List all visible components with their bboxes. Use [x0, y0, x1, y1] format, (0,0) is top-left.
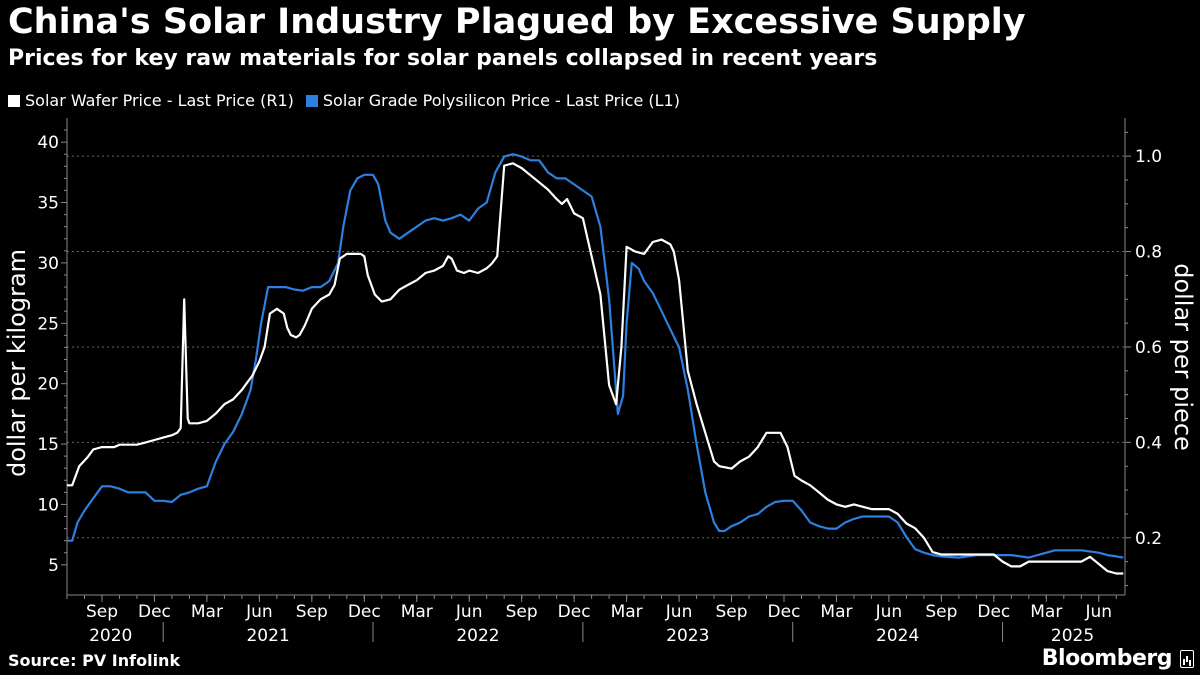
x-month-label: Mar: [401, 602, 433, 622]
right-tick-label: 0.2: [1135, 529, 1162, 549]
series-line-wafer: [67, 162, 1124, 575]
x-month-label: Dec: [558, 602, 591, 622]
left-tick-label: 40: [37, 133, 59, 153]
x-month-label: Jun: [665, 602, 693, 622]
source-note: Source: PV Infolink: [8, 651, 181, 670]
left-tick-label: 20: [37, 375, 59, 395]
chart-title: China's Solar Industry Plagued by Excess…: [8, 2, 1026, 42]
grid-layer: [67, 155, 1125, 539]
chart-subtitle: Prices for key raw materials for solar p…: [8, 46, 878, 71]
right-tick-label: 0.8: [1135, 243, 1162, 263]
x-month-label: Sep: [716, 602, 748, 622]
x-month-label: Mar: [820, 602, 852, 622]
legend-item-polysilicon: Solar Grade Polysilicon Price - Last Pri…: [305, 91, 680, 110]
x-year-label: 2021: [246, 626, 289, 646]
right-tick-label: 0.6: [1135, 338, 1162, 358]
left-tick-label: 15: [37, 435, 59, 455]
x-year-label: 2022: [456, 626, 499, 646]
x-month-label: Sep: [925, 602, 957, 622]
x-month-label: Jun: [1084, 602, 1112, 622]
left-tick-label: 5: [48, 556, 59, 576]
left-tick-label: 10: [37, 495, 59, 515]
x-month-label: Jun: [455, 602, 483, 622]
series-layer: [67, 153, 1124, 575]
x-year-label: 2025: [1051, 626, 1094, 646]
right-tick-label: 0.4: [1135, 433, 1162, 453]
left-tick-label: 30: [37, 254, 59, 274]
legend-label-polysilicon: Solar Grade Polysilicon Price - Last Pri…: [322, 91, 680, 110]
x-year-label: 2023: [666, 626, 709, 646]
legend-swatch-polysilicon: [305, 94, 318, 107]
x-year-label: 2024: [876, 626, 919, 646]
left-tick-label: 25: [37, 314, 59, 334]
left-axis-label: dollar per kilogram: [3, 249, 31, 477]
x-month-label: Sep: [506, 602, 538, 622]
series-line-polysilicon: [67, 153, 1124, 559]
x-month-label: Mar: [191, 602, 223, 622]
legend-item-wafer: Solar Wafer Price - Last Price (R1): [8, 91, 294, 110]
x-month-label: Sep: [86, 602, 118, 622]
x-year-label: 2020: [89, 626, 132, 646]
left-tick-label: 35: [37, 194, 59, 214]
x-month-label: Mar: [1030, 602, 1062, 622]
right-axis-label: dollar per piece: [1169, 263, 1197, 451]
legend: Solar Wafer Price - Last Price (R1) Sola…: [8, 91, 692, 110]
legend-swatch-wafer: [8, 94, 20, 107]
x-month-label: Jun: [875, 602, 903, 622]
x-month-label: Dec: [977, 602, 1010, 622]
x-month-label: Mar: [611, 602, 643, 622]
right-tick-label: 1.0: [1135, 147, 1162, 167]
x-month-label: Jun: [245, 602, 273, 622]
chart-badge-icon: [1180, 650, 1194, 668]
bloomberg-logo: Bloomberg: [1041, 646, 1173, 671]
x-month-label: Dec: [768, 602, 801, 622]
x-month-label: Dec: [138, 602, 171, 622]
x-month-label: Dec: [348, 602, 381, 622]
legend-label-wafer: Solar Wafer Price - Last Price (R1): [25, 91, 294, 110]
x-month-label: Sep: [296, 602, 328, 622]
